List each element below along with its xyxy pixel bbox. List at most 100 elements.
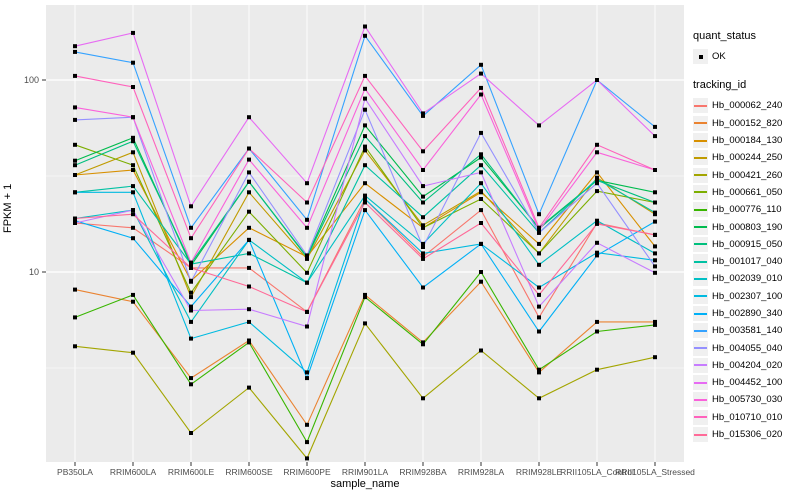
legend-label: Hb_002307_100 [712,290,783,302]
legend-item-Hb_001017_040: Hb_001017_040 [693,253,799,270]
data-point [247,237,251,242]
data-point [189,225,193,230]
data-point [131,150,135,155]
legend-line-swatch [694,433,707,436]
data-point [189,265,193,270]
data-point [479,62,483,67]
data-point [479,348,483,353]
data-point [363,33,367,38]
data-point [247,190,251,195]
data-point [537,315,541,320]
data-point [363,134,367,139]
data-point [305,270,309,275]
legend-label: Hb_000062_240 [712,100,783,112]
data-point [595,177,599,181]
data-point [247,284,251,289]
data-point [421,168,425,172]
data-point [479,152,483,157]
legend-label: Hb_015306_020 [712,429,783,441]
legend-item-Hb_000244_250: Hb_000244_250 [693,149,799,166]
legend-key-box [693,427,708,443]
data-point [305,181,309,186]
data-point [305,225,309,230]
data-point [363,73,367,78]
data-point [73,221,77,225]
legend-label: Hb_000184_130 [712,135,783,147]
legend-item-Hb_002039_010: Hb_002039_010 [693,270,799,287]
data-point [131,212,135,217]
data-point [131,168,135,172]
legend-line-swatch [694,243,707,246]
data-point [73,344,77,349]
data-point [653,190,657,195]
legend-key-box [693,340,708,356]
data-point [421,111,425,116]
data-point [653,322,657,327]
data-point [305,217,309,222]
data-point [189,204,193,209]
legend-key-box [693,150,708,166]
legend-line-swatch [694,191,707,194]
data-point [363,148,367,153]
data-point [363,107,367,112]
data-point [421,241,425,246]
data-point [73,73,77,78]
data-point [421,184,425,189]
data-point [537,228,541,233]
data-point [537,251,541,256]
data-point [537,123,541,128]
legend-label: Hb_001017_040 [712,256,783,268]
data-point [131,139,135,144]
data-point [537,370,541,375]
legend-label: Hb_010710_010 [712,411,783,423]
data-point [653,200,657,205]
data-point [363,144,367,149]
legend-entries: Hb_000062_240 Hb_000152_820 Hb_000184_130 H… [693,97,799,443]
data-point [653,124,657,129]
data-point [421,245,425,249]
data-point [595,329,599,334]
legend-item-Hb_004055_040: Hb_004055_040 [693,339,799,356]
data-point [73,142,77,147]
data-point [595,142,599,147]
data-point [653,219,657,224]
data-point [247,385,251,390]
data-point [305,200,309,205]
legend-item-Hb_000776_110: Hb_000776_110 [693,201,799,218]
legend-key-box [693,392,708,408]
legend-key-box [693,219,708,235]
data-point [421,256,425,261]
data-point [537,285,541,290]
x-tick-label: RRIM600LA [110,467,157,477]
data-point [653,168,657,172]
data-point [595,250,599,255]
legend-item-Hb_002307_100: Hb_002307_100 [693,288,799,305]
legend-label: Hb_000661_050 [712,186,783,198]
data-point [653,244,657,249]
legend-line-swatch [694,174,707,177]
y-tick-label: 100 [24,75,39,85]
data-point [595,253,599,258]
data-point [595,170,599,175]
data-point [363,86,367,91]
data-point [421,396,425,401]
legend-key-box [693,271,708,287]
data-point [131,60,135,65]
legend-label: Hb_000776_110 [712,204,782,216]
data-point [421,113,425,118]
data-point [73,218,77,223]
legend-label: Hb_000803_190 [712,221,783,233]
data-point [537,292,541,297]
data-point [479,197,483,201]
data-point [421,342,425,347]
legend-label: Hb_002039_010 [712,273,783,285]
data-point [479,155,483,160]
data-point [363,208,367,213]
data-point [595,189,599,194]
legend-key-box [693,115,708,131]
legend-label: Hb_002890_340 [712,308,783,319]
legend-line-swatch [694,156,707,159]
data-point [537,225,541,230]
x-tick-label: PB350LA [57,467,93,477]
